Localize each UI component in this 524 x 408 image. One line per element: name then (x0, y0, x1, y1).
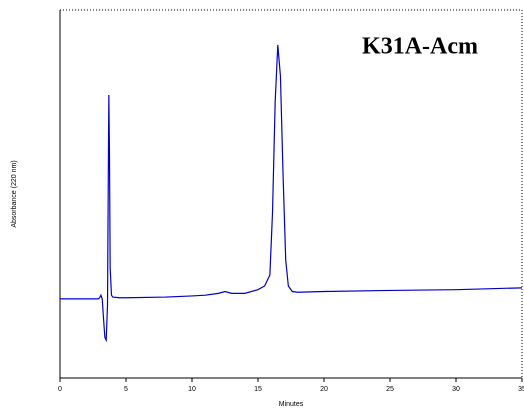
x-tick-label: 20 (320, 386, 328, 393)
x-tick-label: 15 (254, 386, 262, 393)
x-tick-label: 25 (386, 386, 394, 393)
annotation: K31A-Acm (362, 34, 478, 60)
x-tick-label: 30 (452, 386, 460, 393)
x-tick-label: 0 (58, 386, 62, 393)
x-tick-label: 5 (124, 386, 128, 393)
x-tick-label: 10 (188, 386, 196, 393)
x-axis-label: Minutes (279, 401, 304, 408)
data-line (60, 44, 523, 343)
y-axis-label: Absorbance (220 nm) (11, 160, 18, 227)
x-tick-label: 35 (518, 386, 524, 393)
